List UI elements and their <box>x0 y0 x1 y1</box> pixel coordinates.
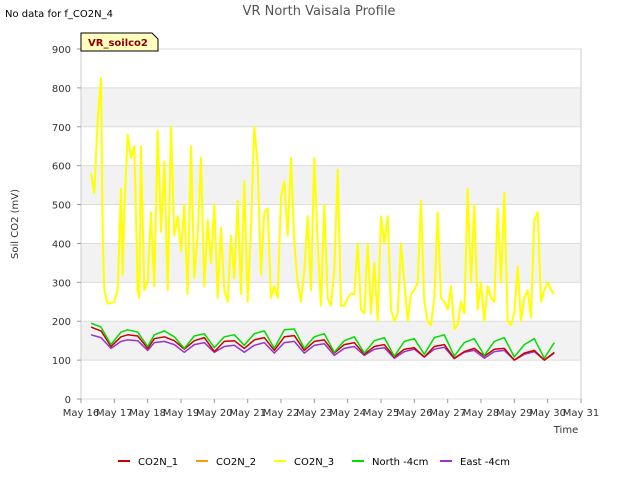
x-tick-label: May 23 <box>296 408 333 419</box>
x-tick-label: May 20 <box>196 408 233 419</box>
plot-band <box>81 49 581 88</box>
x-tick-label: May 27 <box>429 408 466 419</box>
x-tick-label: May 29 <box>496 408 533 419</box>
series-line-east-4cm <box>90 334 555 361</box>
station-badge[interactable]: VR_soilco2 <box>80 32 159 52</box>
x-tick-label: May 24 <box>329 408 366 419</box>
series-line-co2n-1 <box>90 326 555 361</box>
x-axis-label: Time <box>553 425 578 436</box>
x-tick-label: May 30 <box>529 408 566 419</box>
y-tick-label: 700 <box>52 123 71 134</box>
badge-shape <box>80 32 159 52</box>
y-tick-label: 600 <box>52 162 71 173</box>
series-lines <box>90 77 556 361</box>
chart-title: VR North Vaisala Profile <box>243 4 396 19</box>
x-tick-label: May 22 <box>263 408 300 419</box>
y-tick-label: 400 <box>52 239 71 250</box>
y-tick-label: 200 <box>52 317 71 328</box>
x-tick-label: May 16 <box>63 408 100 419</box>
y-tick-label: 300 <box>52 278 71 289</box>
plot-band <box>81 126 581 166</box>
legend-label: CO2N_3 <box>294 457 334 468</box>
x-tick-label: May 19 <box>163 408 200 419</box>
legend-item[interactable]: East -4cm <box>440 457 510 468</box>
x-tick-label: May 17 <box>96 408 133 419</box>
y-tick-label: 900 <box>52 45 71 56</box>
plot-background-bands <box>81 49 581 399</box>
legend-item[interactable]: CO2N_3 <box>274 457 334 468</box>
x-tick-label: May 21 <box>229 408 266 419</box>
plot-band <box>81 243 581 283</box>
y-axis: 0 100 200 300 400 500 600 700 800 900 <box>52 45 581 406</box>
x-tick-label: May 26 <box>396 408 433 419</box>
x-tick-label: May 31 <box>563 408 600 419</box>
legend: CO2N_1 CO2N_2 CO2N_3 North -4cm East -4cm <box>118 457 510 468</box>
y-tick-label: 0 <box>65 395 71 406</box>
y-axis-label: Soil CO2 (mV) <box>10 189 21 259</box>
y-tick-label: 100 <box>52 356 71 367</box>
x-tick-label: May 25 <box>363 408 400 419</box>
legend-label: North -4cm <box>372 457 428 468</box>
legend-label: CO2N_1 <box>138 457 178 468</box>
badge-label: VR_soilco2 <box>88 38 148 49</box>
legend-item[interactable]: CO2N_1 <box>118 457 178 468</box>
no-data-message: No data for f_CO2N_4 <box>5 9 113 20</box>
series-line-north-4cm <box>90 322 555 359</box>
series-line-co2n-3 <box>90 77 556 330</box>
plot-band <box>81 87 581 127</box>
y-tick-label: 500 <box>52 201 71 212</box>
x-tick-label: May 18 <box>129 408 166 419</box>
legend-label: CO2N_2 <box>216 457 256 468</box>
legend-label: East -4cm <box>460 457 510 468</box>
y-tick-label: 800 <box>52 84 71 95</box>
plot-band <box>81 360 581 399</box>
x-tick-label: May 28 <box>463 408 500 419</box>
legend-item[interactable]: CO2N_2 <box>196 457 256 468</box>
legend-item[interactable]: North -4cm <box>352 457 428 468</box>
